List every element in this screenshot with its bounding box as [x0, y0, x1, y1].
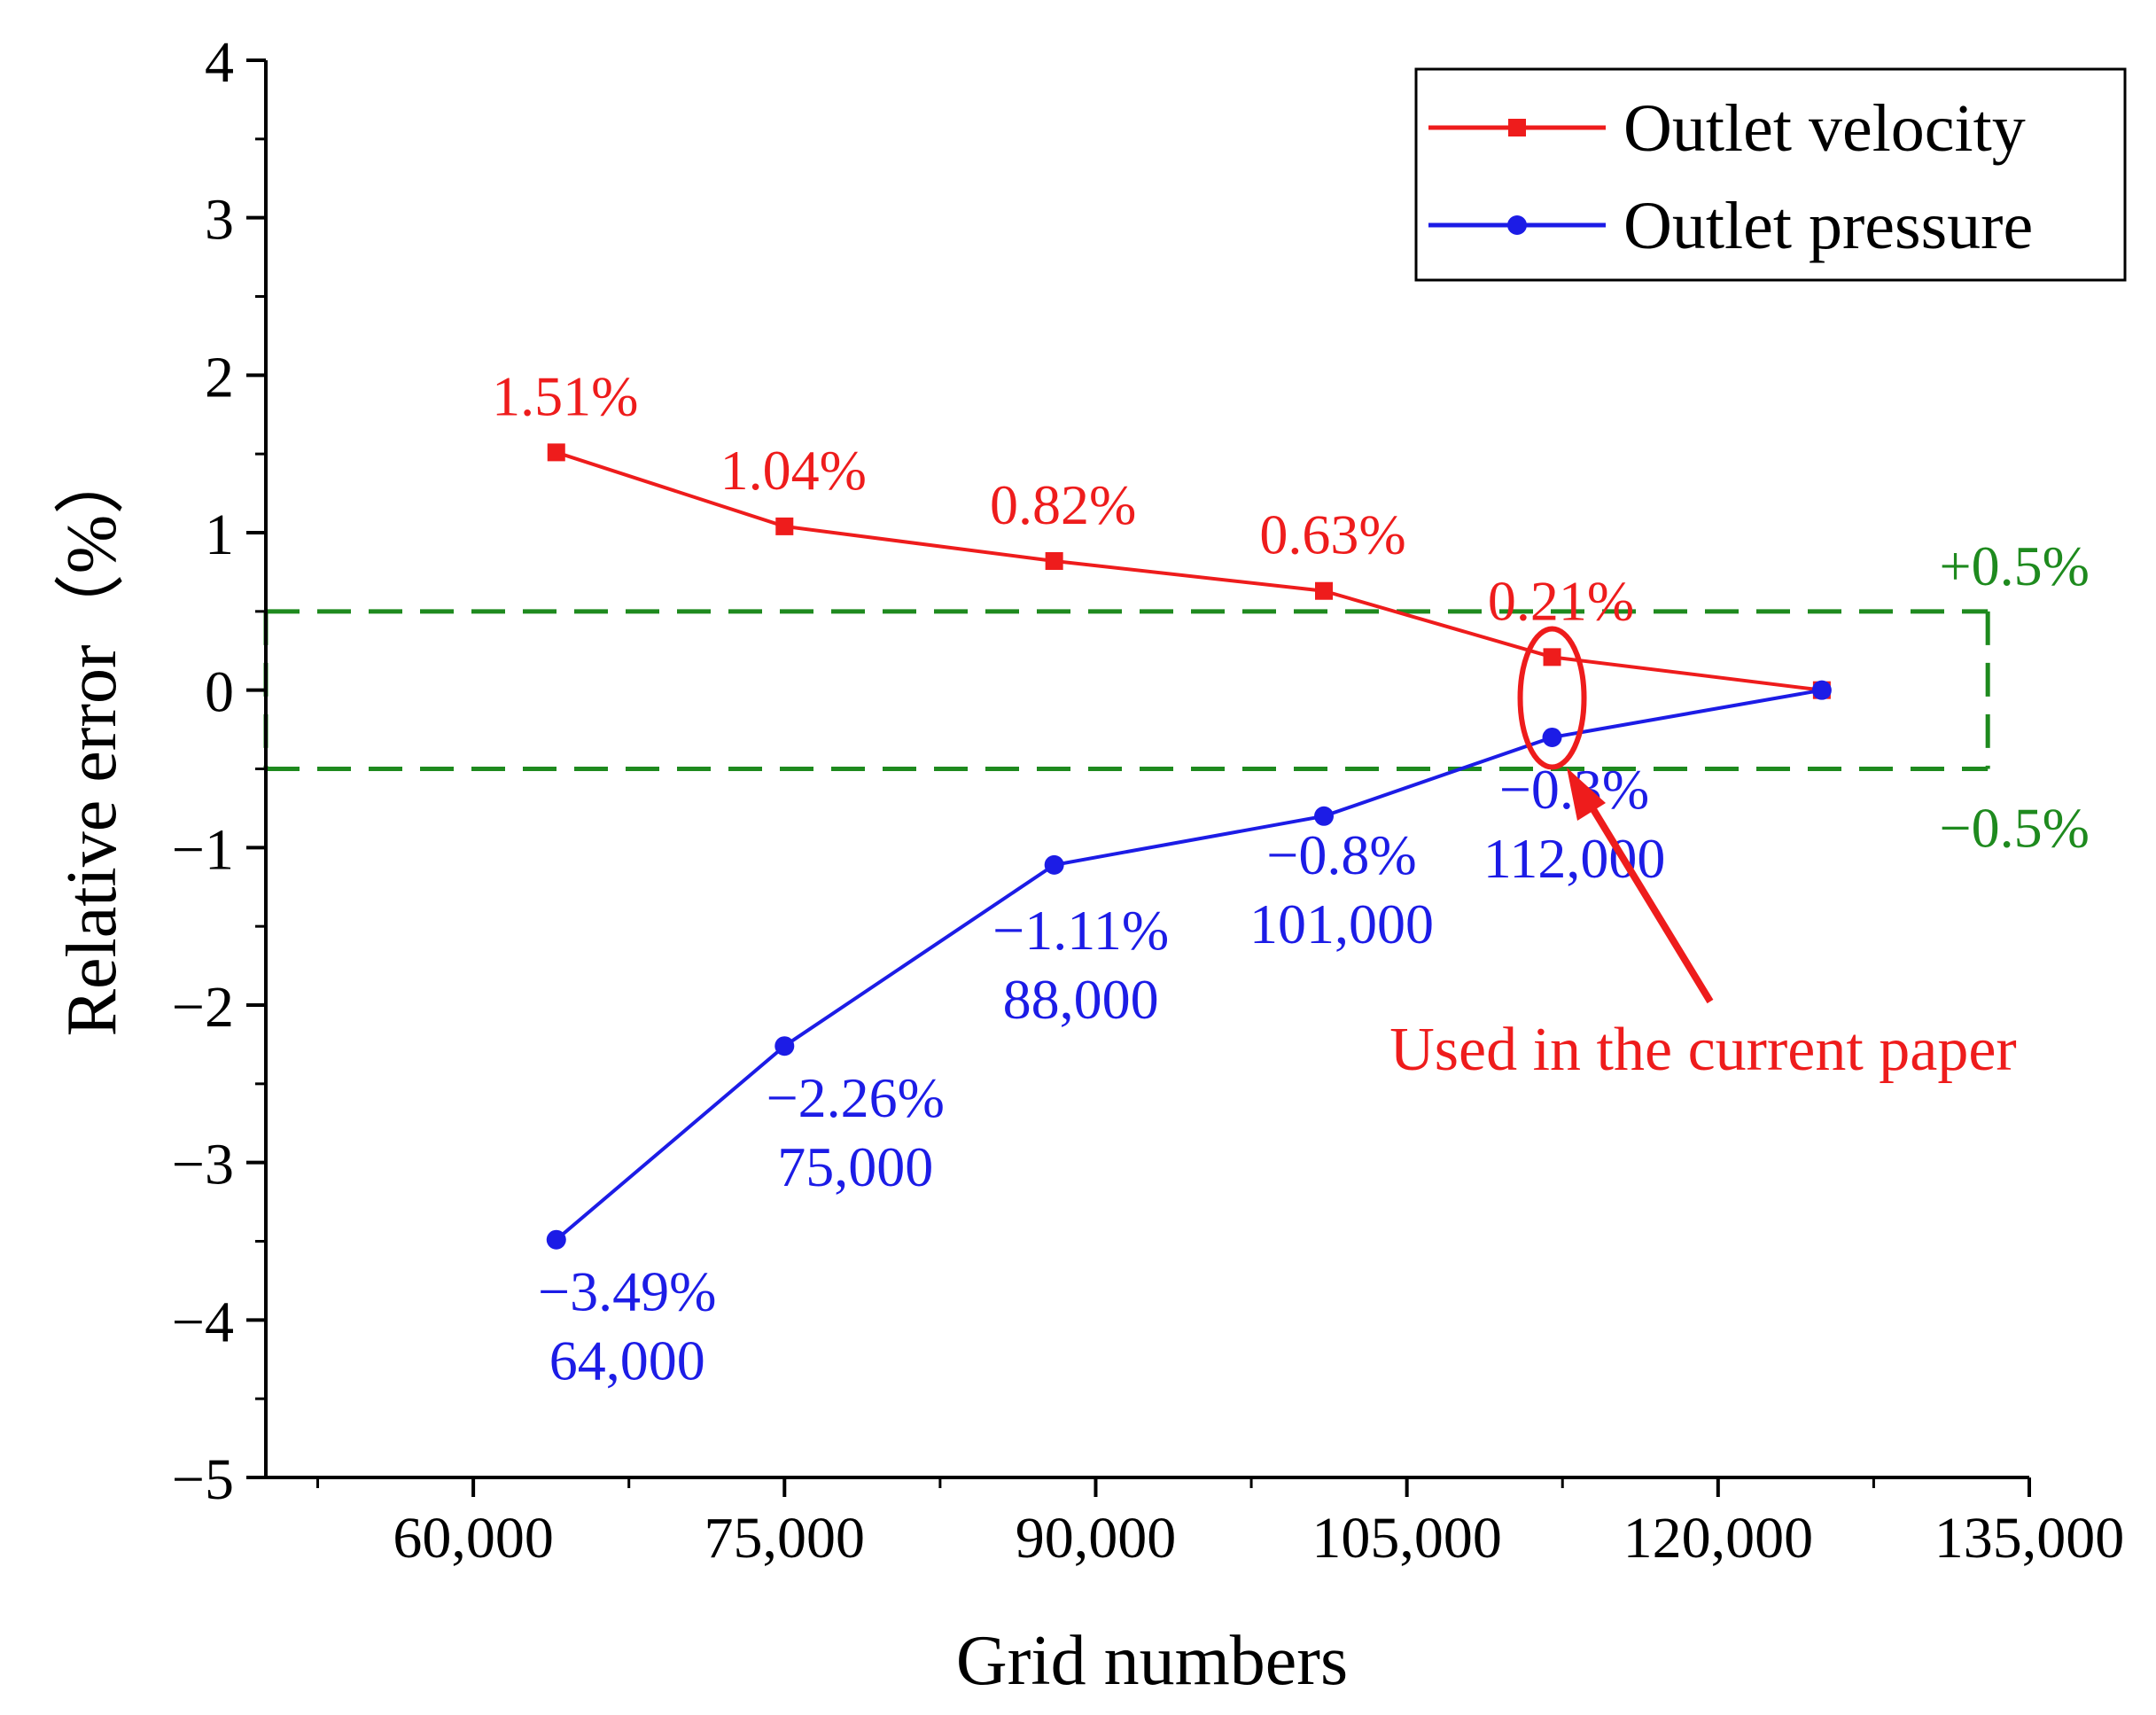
velocity-value-label: 0.82% — [990, 473, 1136, 536]
x-tick-label: 90,000 — [1016, 1506, 1177, 1571]
grid-count-label: 101,000 — [1249, 893, 1434, 955]
y-tick-label: 0 — [205, 660, 234, 725]
velocity-value-label: 0.21% — [1488, 569, 1634, 632]
series-line-pressure — [555, 688, 1823, 1242]
grid-count-label: 75,000 — [777, 1135, 933, 1198]
series-line-velocity — [556, 450, 1823, 692]
series — [546, 443, 1832, 1250]
y-tick-label: 2 — [205, 345, 234, 409]
annotation-text: Used in the current paper — [1389, 1016, 2017, 1084]
legend-marker — [1508, 119, 1526, 136]
pressure-value-label: −2.26% — [767, 1066, 945, 1129]
data-point-velocity — [1315, 581, 1333, 600]
grid-count-label: 88,000 — [1003, 968, 1159, 1031]
velocity-value-label: 0.63% — [1259, 503, 1405, 566]
tolerance-band: +0.5% −0.5% — [263, 534, 2090, 860]
legend-label: Outlet pressure — [1623, 189, 2033, 263]
data-point-velocity — [1045, 551, 1063, 570]
y-tick-label: −2 — [172, 975, 234, 1040]
data-point-velocity — [1543, 648, 1561, 667]
y-tick-label: 4 — [205, 30, 234, 95]
y-tick-label: −5 — [172, 1447, 234, 1512]
data-point-velocity — [547, 443, 565, 462]
y-tick-label: −1 — [172, 817, 234, 882]
y-tick-label: 3 — [205, 188, 234, 253]
y-tick-label: −4 — [172, 1290, 234, 1354]
pressure-value-label: −0.8% — [1266, 823, 1416, 886]
highlight-ellipse — [1517, 626, 1587, 770]
tick-marks: −5 −4 −3 −2 −1 0 1 2 3 4 60,000 75,000 90,000 105,000… — [172, 30, 2124, 1571]
data-point-pressure — [774, 1036, 795, 1056]
velocity-value-label: 1.04% — [720, 439, 867, 502]
band-lower-label: −0.5% — [1939, 797, 2089, 860]
annotation: Used in the current paper — [1389, 626, 2017, 1084]
y-axis-title: Relative error（%） — [53, 444, 131, 1037]
x-tick-label: 75,000 — [704, 1506, 866, 1571]
x-tick-label: 60,000 — [393, 1506, 554, 1571]
pressure-value-label: −1.11% — [992, 899, 1169, 962]
velocity-value-label: 1.51% — [492, 364, 638, 427]
data-point-pressure — [1314, 806, 1334, 826]
data-point-pressure — [1044, 854, 1064, 875]
x-tick-label: 135,000 — [1934, 1506, 2125, 1571]
legend: Outlet velocity Outlet pressure — [1414, 67, 2127, 282]
y-tick-label: −3 — [172, 1133, 234, 1197]
x-tick-label: 120,000 — [1623, 1506, 1814, 1571]
legend-box — [1414, 67, 2127, 282]
data-labels: 1.51% 1.04% 0.82% 0.63% 0.21% −3.49%64,000 −2.… — [492, 364, 1665, 1391]
annotation-arrowhead — [1567, 768, 1606, 821]
data-point-pressure — [546, 1229, 566, 1250]
legend-label: Outlet velocity — [1623, 91, 2026, 166]
grid-count-label: 64,000 — [549, 1329, 705, 1392]
pressure-value-label: −3.49% — [538, 1260, 716, 1323]
data-point-pressure — [1811, 680, 1832, 700]
legend-marker — [1507, 215, 1527, 235]
data-point-pressure — [1542, 727, 1562, 747]
annotation-arrow-shaft — [1583, 795, 1714, 1004]
y-tick-label: 1 — [205, 503, 234, 567]
x-tick-label: 105,000 — [1312, 1506, 1502, 1571]
data-point-velocity — [775, 517, 794, 535]
band-upper-label: +0.5% — [1939, 534, 2089, 597]
x-axis-title: Grid numbers — [956, 1622, 1348, 1700]
